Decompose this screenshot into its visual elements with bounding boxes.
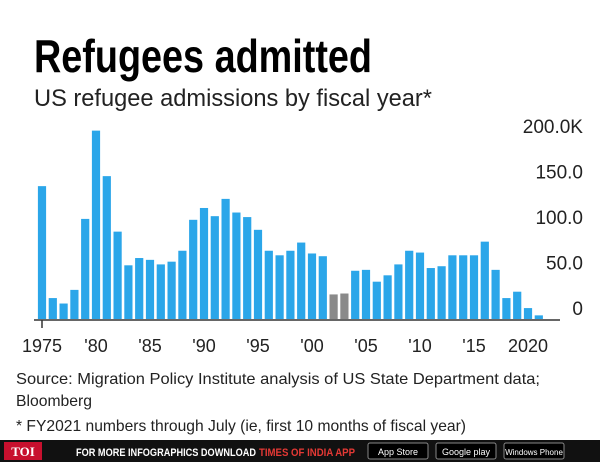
x-tick-label: '05 — [354, 336, 377, 356]
bar — [405, 250, 414, 319]
bar — [37, 186, 47, 319]
bar — [426, 268, 435, 319]
y-tick-label: 50.0 — [546, 254, 583, 275]
footer-app: TIMES OF INDIA APP — [259, 447, 355, 459]
bar — [469, 255, 479, 319]
bar — [459, 255, 468, 319]
bar — [286, 250, 295, 319]
bar — [383, 275, 392, 319]
badge — [367, 442, 429, 460]
x-tick-label: '85 — [138, 336, 161, 356]
bar — [59, 303, 68, 319]
bar — [264, 250, 273, 319]
x-tick-label: '00 — [300, 336, 323, 356]
bar — [351, 270, 360, 319]
x-tick-label: '10 — [408, 336, 431, 356]
y-tick-label: 150.0 — [535, 163, 583, 184]
y-tick-label: 200.0K — [523, 117, 584, 138]
bar — [199, 207, 209, 319]
bar — [70, 289, 79, 319]
bar — [415, 252, 425, 319]
bar — [102, 176, 111, 319]
badge — [435, 442, 497, 460]
y-tick-label: 100.0 — [535, 208, 583, 229]
bar — [480, 241, 489, 319]
x-tick-label: '15 — [462, 336, 485, 356]
bar — [210, 216, 219, 319]
chart-title: Refugees admitted — [34, 30, 372, 82]
bar — [361, 269, 371, 319]
footer-text: FOR MORE INFOGRAPHICS DOWNLOAD — [76, 447, 256, 459]
bar — [534, 315, 543, 319]
source: Bloomberg — [16, 393, 92, 410]
bar — [523, 308, 533, 319]
bar — [340, 293, 349, 319]
bar — [502, 298, 511, 319]
bar — [221, 198, 230, 319]
x-tick-label: '95 — [246, 336, 269, 356]
badge — [503, 442, 565, 460]
bar — [91, 130, 101, 319]
logo: TOI — [11, 444, 35, 459]
bar — [156, 264, 165, 319]
badge-text: App Store — [378, 447, 418, 457]
x-tick-label: 2020 — [508, 336, 548, 356]
badge-text: Google play — [442, 447, 491, 457]
badge-text: Windows Phone — [505, 448, 563, 457]
bar — [329, 294, 338, 319]
bar — [513, 291, 522, 319]
source: Source: Migration Policy Institute analy… — [16, 371, 540, 388]
bar — [232, 212, 241, 319]
bar — [318, 256, 327, 319]
bar — [124, 265, 133, 319]
x-tick-label: 1975 — [22, 336, 62, 356]
x-tick-label: '90 — [192, 336, 215, 356]
bar — [48, 298, 57, 319]
bar — [167, 261, 176, 319]
y-tick-label: 0 — [572, 299, 583, 320]
bar — [307, 253, 317, 319]
bar — [491, 269, 500, 319]
bar — [372, 281, 381, 319]
bar — [189, 219, 198, 319]
bar — [448, 255, 457, 319]
bar — [178, 250, 187, 319]
bar — [135, 258, 144, 319]
bar — [437, 266, 446, 319]
bar — [297, 242, 306, 319]
bar — [243, 217, 252, 319]
bar — [253, 229, 263, 319]
bar — [113, 231, 122, 319]
bar — [145, 259, 155, 319]
logo-box — [4, 442, 42, 460]
note: * FY2021 numbers through July (ie, first… — [16, 418, 466, 435]
bar — [394, 264, 403, 319]
chart-subtitle: US refugee admissions by fiscal year* — [34, 85, 432, 112]
bar — [275, 255, 284, 319]
x-tick-label: '80 — [84, 336, 107, 356]
bar — [81, 218, 90, 319]
